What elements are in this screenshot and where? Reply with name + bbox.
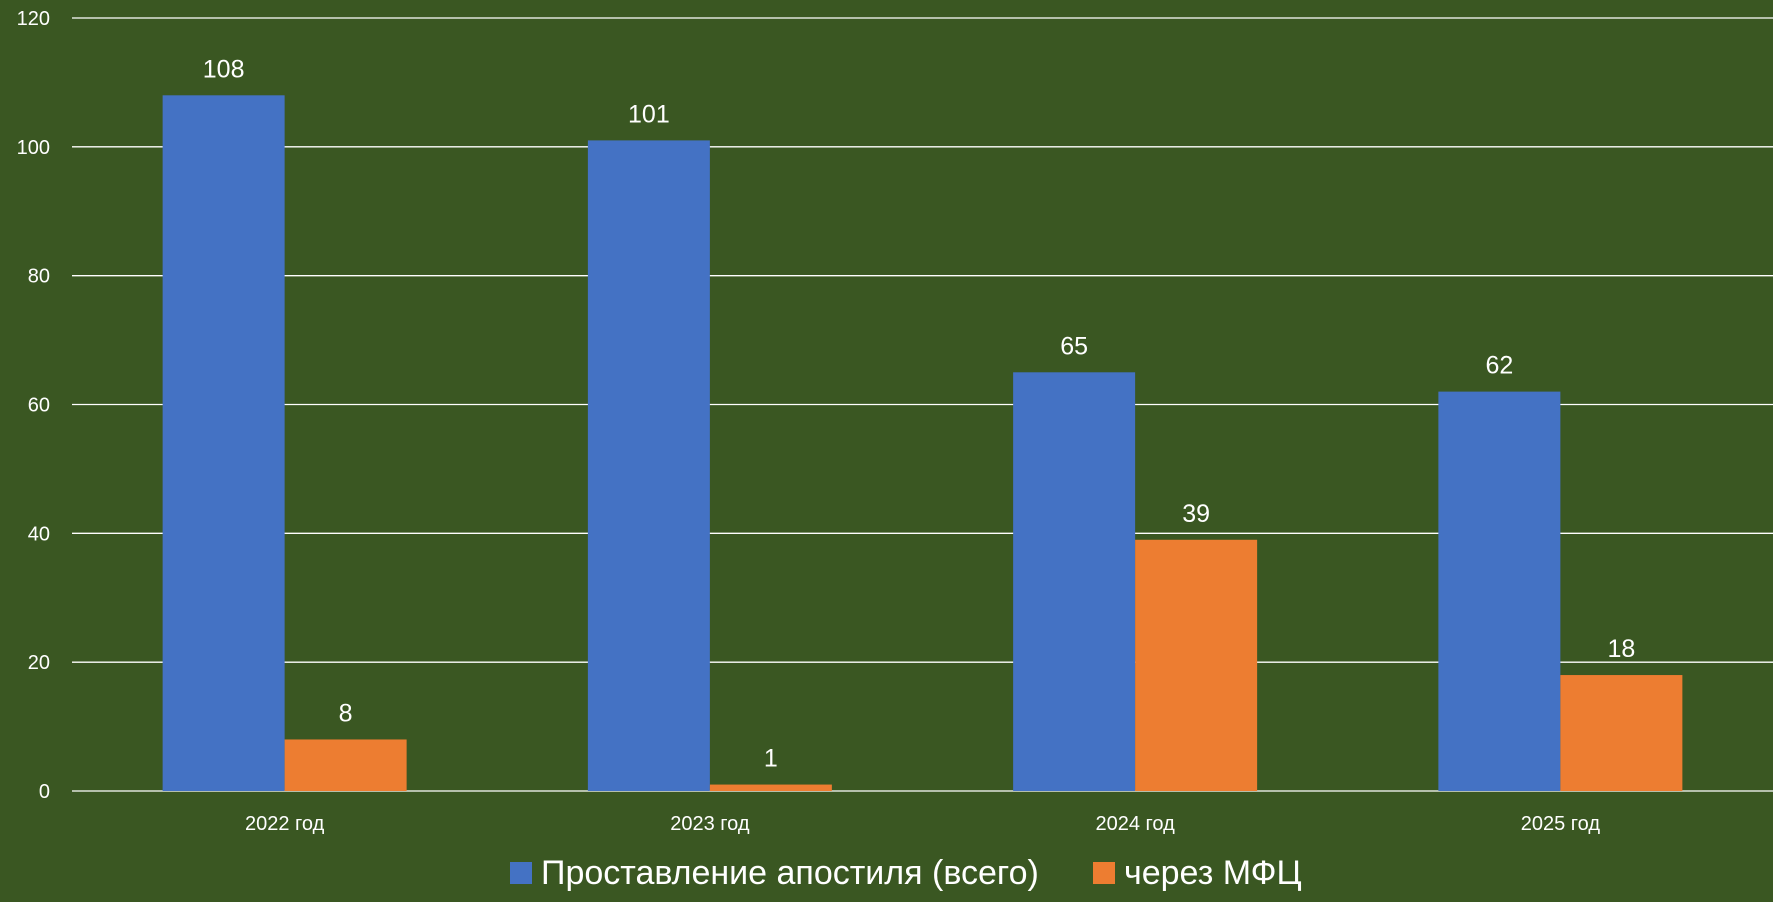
bar bbox=[587, 140, 710, 791]
bar bbox=[709, 784, 832, 791]
legend-swatch bbox=[510, 862, 532, 884]
data-label: 1 bbox=[764, 745, 778, 773]
y-tick-label: 40 bbox=[28, 523, 50, 545]
x-tick-label: 2023 год bbox=[670, 813, 750, 835]
legend: Проставление апостиля (всего) через МФЦ bbox=[510, 854, 1302, 892]
legend-swatch bbox=[1093, 862, 1115, 884]
bar bbox=[162, 95, 285, 792]
data-label: 8 bbox=[339, 699, 353, 727]
gridlines bbox=[72, 17, 1773, 792]
x-tick-label: 2024 год bbox=[1095, 813, 1175, 835]
y-tick-label: 100 bbox=[17, 137, 50, 159]
x-tick-label: 2025 год bbox=[1521, 813, 1601, 835]
data-label: 65 bbox=[1060, 332, 1088, 360]
y-tick-label: 20 bbox=[28, 652, 50, 674]
bars bbox=[162, 95, 1683, 792]
bar bbox=[1560, 675, 1683, 791]
y-tick-label: 120 bbox=[17, 8, 50, 30]
legend-label: через МФЦ bbox=[1124, 854, 1302, 892]
y-tick-label: 0 bbox=[39, 781, 50, 803]
data-label: 62 bbox=[1485, 352, 1513, 380]
y-tick-label: 60 bbox=[28, 395, 50, 417]
data-label: 18 bbox=[1607, 635, 1635, 663]
y-axis: 0 20 40 60 80 100 120 bbox=[17, 8, 50, 803]
x-axis: 2022 год 2023 год 2024 год 2025 год bbox=[245, 813, 1600, 835]
data-label: 108 bbox=[203, 55, 245, 83]
legend-label: Проставление апостиля (всего) bbox=[541, 854, 1039, 892]
bar bbox=[1135, 539, 1258, 791]
data-label: 39 bbox=[1182, 500, 1210, 528]
data-label: 101 bbox=[628, 100, 670, 128]
bar bbox=[284, 739, 407, 791]
y-tick-label: 80 bbox=[28, 266, 50, 288]
x-tick-label: 2022 год bbox=[245, 813, 325, 835]
data-labels: 108 8 101 1 65 39 62 18 bbox=[203, 55, 1636, 772]
bar bbox=[1013, 372, 1136, 791]
bar bbox=[1438, 391, 1561, 791]
